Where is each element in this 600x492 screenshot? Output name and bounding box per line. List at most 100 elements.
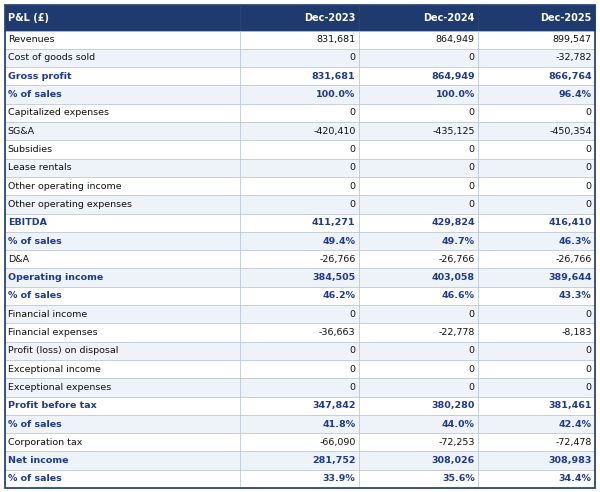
Bar [478,86,595,104]
Text: Other operating expenses: Other operating expenses [8,200,132,209]
Text: Dec-2023: Dec-2023 [304,13,355,23]
Bar [478,397,595,415]
Text: Net income: Net income [8,456,68,465]
Text: 0: 0 [349,182,355,190]
Text: 100.0%: 100.0% [436,90,475,99]
Bar [5,158,240,177]
Bar [478,287,595,305]
Text: Exceptional expenses: Exceptional expenses [8,383,111,392]
Bar [240,452,359,470]
Text: 281,752: 281,752 [312,456,355,465]
Bar [240,250,359,269]
Bar [5,470,240,488]
Text: 0: 0 [349,309,355,319]
Bar [240,104,359,122]
Bar [478,250,595,269]
Text: 403,058: 403,058 [431,273,475,282]
Bar [359,433,478,452]
Text: 0: 0 [586,182,592,190]
Bar [5,415,240,433]
Text: -26,766: -26,766 [319,255,355,264]
Text: 308,983: 308,983 [548,456,592,465]
Text: -26,766: -26,766 [439,255,475,264]
Bar [5,104,240,122]
Bar [240,341,359,360]
Text: 0: 0 [586,145,592,154]
Bar [359,341,478,360]
Text: -8,183: -8,183 [561,328,592,337]
Bar [5,140,240,158]
Text: Capitalized expenses: Capitalized expenses [8,108,109,118]
Text: 347,842: 347,842 [312,401,355,410]
Text: 831,681: 831,681 [316,35,355,44]
Text: Exceptional income: Exceptional income [8,365,101,373]
Text: 0: 0 [469,346,475,355]
Bar [240,158,359,177]
Text: EBITDA: EBITDA [8,218,47,227]
Text: -420,410: -420,410 [313,127,355,136]
Text: Lease rentals: Lease rentals [8,163,71,172]
Bar [359,305,478,323]
Bar [478,195,595,214]
Text: 0: 0 [586,365,592,373]
Text: Other operating income: Other operating income [8,182,121,190]
Bar [240,214,359,232]
Bar [5,67,240,86]
Bar [5,232,240,250]
Bar [5,397,240,415]
Bar [478,31,595,49]
Text: 33.9%: 33.9% [323,474,355,484]
Bar [359,122,478,140]
Text: 0: 0 [349,163,355,172]
Text: 866,764: 866,764 [548,72,592,81]
Bar [240,360,359,378]
Bar [359,195,478,214]
Bar [240,305,359,323]
Text: Corporation tax: Corporation tax [8,438,82,447]
Bar [5,305,240,323]
Bar [240,177,359,195]
Text: 411,271: 411,271 [312,218,355,227]
Text: 380,280: 380,280 [431,401,475,410]
Text: Financial expenses: Financial expenses [8,328,97,337]
Bar [240,287,359,305]
Bar [478,122,595,140]
Text: 0: 0 [469,54,475,62]
Text: 43.3%: 43.3% [559,291,592,301]
Bar [478,378,595,397]
Text: 49.7%: 49.7% [442,237,475,246]
Bar [240,269,359,287]
Bar [478,452,595,470]
Text: % of sales: % of sales [8,237,62,246]
Text: 864,949: 864,949 [436,35,475,44]
Text: Financial income: Financial income [8,309,87,319]
Text: 0: 0 [586,346,592,355]
Bar [359,452,478,470]
Text: Dec-2024: Dec-2024 [424,13,475,23]
Text: P&L (£): P&L (£) [8,13,49,23]
Bar [240,378,359,397]
Bar [240,86,359,104]
Bar [5,250,240,269]
Bar [359,397,478,415]
Bar [478,360,595,378]
Bar [240,232,359,250]
Text: 0: 0 [586,108,592,118]
Bar [478,433,595,452]
Text: % of sales: % of sales [8,90,62,99]
Text: Dec-2025: Dec-2025 [540,13,592,23]
Bar [359,67,478,86]
Bar [359,158,478,177]
Text: 0: 0 [586,309,592,319]
Text: 42.4%: 42.4% [559,420,592,429]
Text: -72,478: -72,478 [555,438,592,447]
Text: 308,026: 308,026 [431,456,475,465]
Text: -32,782: -32,782 [555,54,592,62]
Bar [359,378,478,397]
Text: -26,766: -26,766 [555,255,592,264]
Text: 0: 0 [469,163,475,172]
Text: 0: 0 [349,145,355,154]
Bar [359,31,478,49]
Bar [478,104,595,122]
Bar [359,323,478,341]
